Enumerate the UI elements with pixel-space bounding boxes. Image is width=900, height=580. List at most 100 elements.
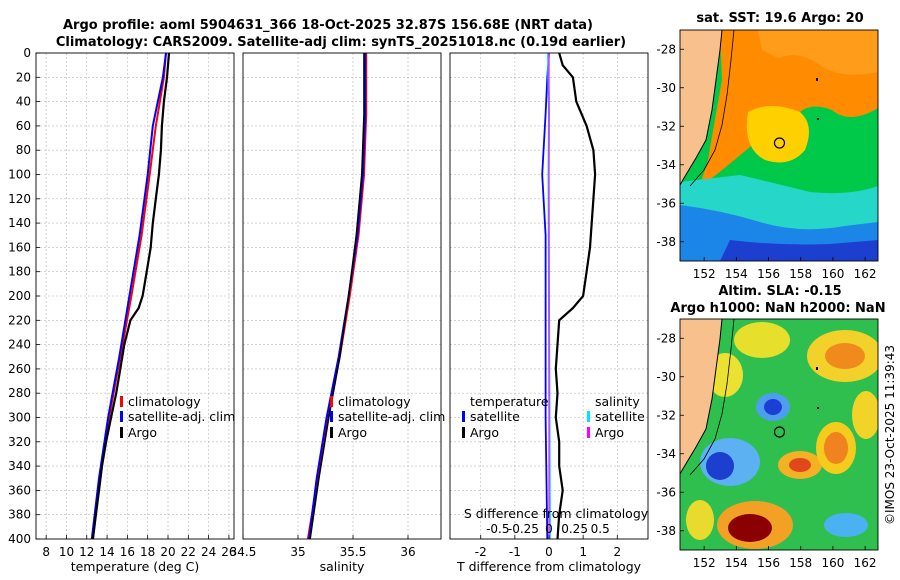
x-tick-label: 35.5 [340, 545, 367, 559]
legend-swatch-satellite-adj-clim [330, 411, 333, 422]
x-tick-label: 36 [400, 545, 415, 559]
x2-tick-label: 0.5 [591, 522, 610, 536]
lat-tick-label: -32 [656, 408, 676, 422]
lat-tick-label: -30 [656, 370, 676, 384]
lat-tick-label: -28 [656, 331, 676, 345]
legend-label-sal-satellite: satellite [595, 409, 645, 424]
lon-tick-label: 160 [821, 556, 844, 570]
depth-tick-label: 340 [8, 459, 31, 473]
depth-tick-label: 100 [8, 168, 31, 182]
satellite-adj-clim-line [90, 52, 167, 540]
depth-tick-label: 60 [16, 119, 31, 133]
climatology-line [306, 53, 368, 540]
x-tick-label: 12 [79, 545, 94, 559]
sla-anomaly [852, 391, 878, 439]
sla-anomaly [824, 513, 868, 537]
sla-anomaly [734, 322, 790, 358]
sst-map-frame [679, 29, 879, 262]
sst-map-image [680, 30, 878, 261]
x-tick-label: 0 [545, 545, 553, 559]
sla-anomaly [825, 343, 865, 369]
depth-tick-label: 260 [8, 362, 31, 376]
lon-tick-label: 162 [854, 556, 877, 570]
lat-tick-label: -36 [656, 485, 676, 499]
depth-tick-label: 360 [8, 483, 31, 497]
sla-island-marker [816, 367, 818, 370]
sst-eddy-core [746, 106, 809, 163]
x-tick-label: 24 [201, 545, 216, 559]
legend-heading-temperature: temperature [470, 394, 549, 409]
sst-map-ticks: 152 154 156 158 160 162 -28 -30 -32 -34 -36 -38 [656, 42, 876, 281]
sla-land [680, 319, 722, 474]
imos-credit: ©IMOS 23-Oct-2025 11:39:43 [883, 345, 897, 525]
temperature-panel: 0 20 40 60 80 100 120 140 160 180 200 220 240 260 280 3… [8, 46, 236, 574]
legend-label-temp-satellite: satellite [470, 409, 520, 424]
sla-anomaly [686, 500, 714, 540]
lon-tick-label: 160 [821, 267, 844, 281]
temperature-grid [36, 52, 234, 540]
legend-label-satellite-adj-clim: satellite-adj. clim [128, 409, 235, 424]
salinity-series [306, 53, 368, 540]
salinity-axis-ticks: 34.5 35 35.5 36 [230, 535, 416, 559]
legend-label-argo: Argo [338, 425, 367, 440]
x-tick-label: 14 [99, 545, 114, 559]
sst-argo-position-marker [773, 137, 786, 149]
sla-anomaly [824, 432, 848, 464]
depth-tick-label: 160 [8, 240, 31, 254]
lat-tick-label: -38 [656, 524, 676, 538]
x-tick-label: 34.5 [230, 545, 257, 559]
depth-tick-label: 120 [8, 192, 31, 206]
difference-panel: -2 -1 0 1 2 -0.5-0.25 0 0.25 0.5 S difference f… [449, 52, 649, 574]
sst-coastline [680, 30, 723, 186]
salinity-panel: 34.5 35 35.5 36 salinity climatology satell… [230, 52, 445, 574]
lon-tick-label: 156 [757, 556, 780, 570]
legend-swatch-argo [330, 427, 333, 438]
x-tick-label: 2 [613, 545, 621, 559]
sst-map-title: sat. SST: 19.6 Argo: 20 [696, 11, 863, 26]
lon-tick-label: 158 [789, 267, 812, 281]
legend-swatch-temp-argo [462, 427, 465, 438]
x-tick-label: -1 [509, 545, 521, 559]
lat-tick-label: -32 [656, 119, 676, 133]
depth-tick-label: 400 [8, 532, 31, 546]
x-tick-label: 8 [42, 545, 50, 559]
temperature-legend: climatology satellite-adj. clim Argo [120, 394, 235, 440]
x-tick-label: -2 [475, 545, 487, 559]
salinity-axis-label: salinity [320, 559, 365, 574]
legend-label-satellite-adj-clim: satellite-adj. clim [338, 409, 445, 424]
salinity-legend: climatology satellite-adj. clim Argo [330, 394, 445, 440]
lat-tick-label: -38 [656, 235, 676, 249]
difference-axis-ticks: -2 -1 0 1 2 [475, 535, 621, 559]
difference-series [541, 52, 597, 540]
depth-tick-label: 220 [8, 313, 31, 327]
sla-map-frame [679, 318, 879, 551]
sst-island-marker [817, 118, 819, 120]
x-tick-label: 22 [181, 545, 196, 559]
sla-anomaly [789, 458, 811, 472]
salinity-difference-axis-ticks: -0.5-0.25 0 0.25 0.5 [486, 522, 610, 536]
depth-tick-label: 0 [23, 46, 31, 60]
sla-map-ticks: 152 154 156 158 160 162 -28 -30 -32 -34 -36 -38 [656, 331, 876, 570]
legend-swatch-climatology [120, 396, 123, 407]
figure-title-line1: Argo profile: aoml 5904631_366 18-Oct-20… [63, 18, 593, 33]
depth-tick-label: 140 [8, 216, 31, 230]
sla-map-title-line1: Altim. SLA: -0.15 [718, 284, 841, 299]
depth-tick-label: 80 [16, 143, 31, 157]
sst-map-panel: sat. SST: 19.6 Argo: 20 152 154 156 158 160 1… [656, 11, 879, 281]
sla-anomaly [706, 452, 734, 480]
sla-anomaly [728, 514, 772, 542]
temperature-axis-label: temperature (deg C) [71, 559, 200, 574]
legend-swatch-satellite-adj-clim [120, 411, 123, 422]
x-tick-label: 10 [59, 545, 74, 559]
depth-tick-label: 20 [16, 70, 31, 84]
legend-label-sal-argo: Argo [595, 425, 624, 440]
legend-swatch-sal-satellite [587, 411, 590, 422]
depth-tick-label: 40 [16, 95, 31, 109]
legend-swatch-argo [120, 427, 123, 438]
legend-label-temp-argo: Argo [470, 425, 499, 440]
lon-tick-label: 152 [693, 556, 716, 570]
lat-tick-label: -30 [656, 81, 676, 95]
x2-tick-label: 0 [545, 522, 553, 536]
temperature-series [90, 52, 171, 540]
x-tick-label: 35 [290, 545, 305, 559]
